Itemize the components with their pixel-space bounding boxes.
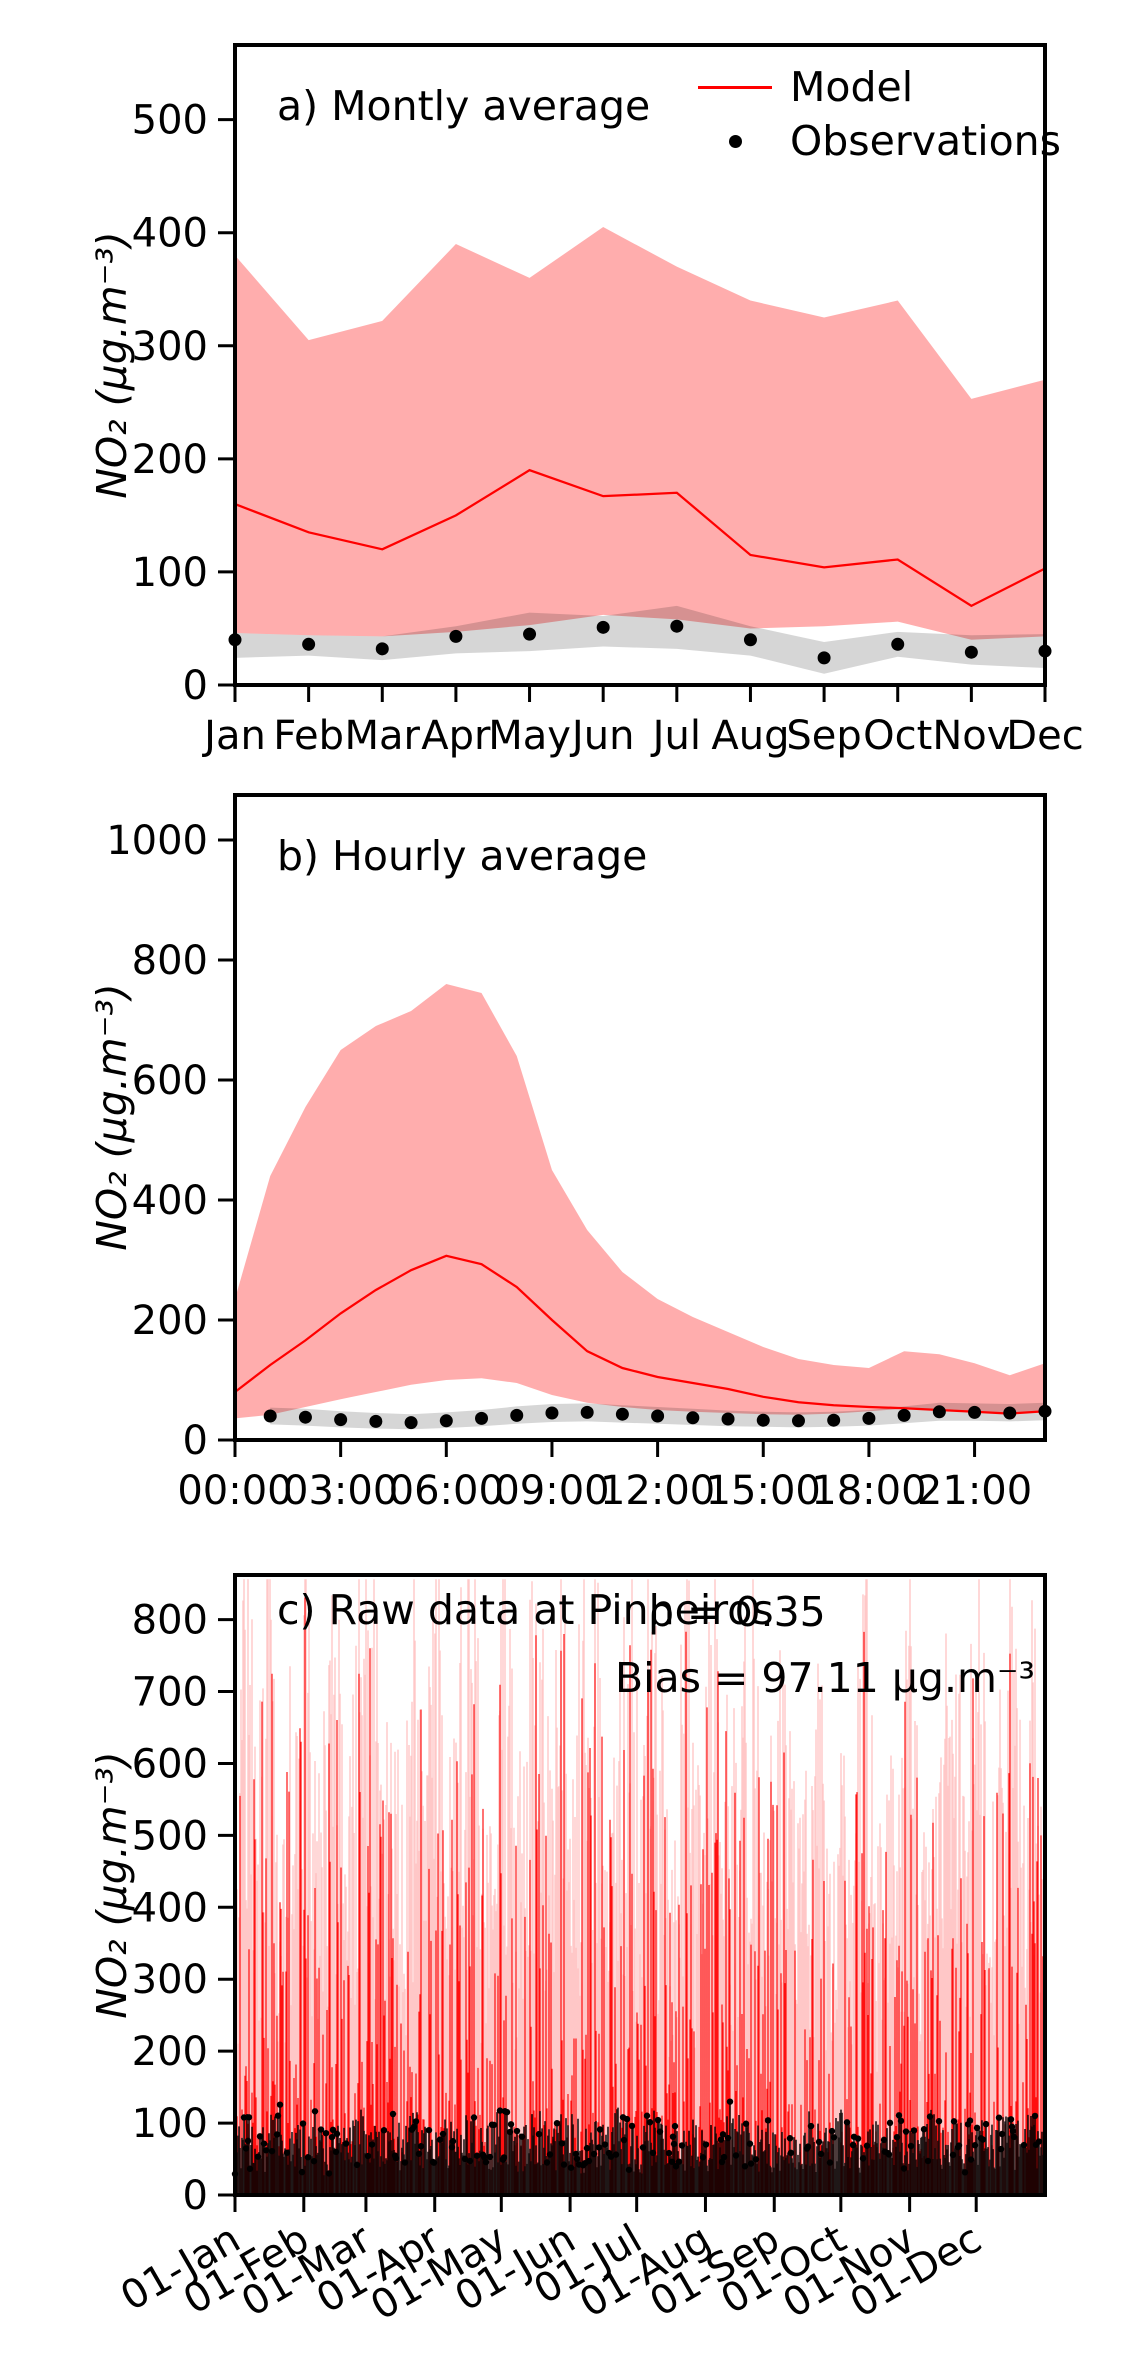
svg-text:300: 300 <box>132 1957 208 2003</box>
svg-text:700: 700 <box>132 1670 208 1716</box>
svg-text:0: 0 <box>183 2173 208 2219</box>
legend-observations-label: Observations <box>790 117 1062 165</box>
svg-text:600: 600 <box>132 1058 208 1104</box>
svg-text:Sep: Sep <box>786 713 861 759</box>
legend-row-model: Model <box>698 62 1061 112</box>
legend-row-observations: Observations <box>698 116 1061 166</box>
svg-text:Aug: Aug <box>711 713 789 759</box>
y-axis-label-hourly: NO₂ (µg.m⁻³) <box>88 983 136 1251</box>
svg-text:06:00: 06:00 <box>389 1468 504 1514</box>
model-line-icon <box>698 85 772 89</box>
bias-annotation: Bias = 97.11 µg.m⁻³ <box>615 1654 1035 1702</box>
svg-text:Jul: Jul <box>650 713 701 759</box>
svg-text:Oct: Oct <box>863 713 932 759</box>
svg-text:Jan: Jan <box>201 713 266 759</box>
svg-text:400: 400 <box>132 211 208 257</box>
panel-b-title: b) Hourly average <box>277 832 648 880</box>
panel-a-title: a) Montly average <box>277 82 651 130</box>
svg-text:03:00: 03:00 <box>283 1468 398 1514</box>
svg-text:600: 600 <box>132 1741 208 1787</box>
y-axis-label-raw: NO₂ (µg.m⁻³) <box>88 1751 136 2019</box>
svg-text:18:00: 18:00 <box>811 1468 926 1514</box>
svg-text:Apr: Apr <box>421 713 491 759</box>
svg-text:12:00: 12:00 <box>600 1468 715 1514</box>
observations-dot-sample-box <box>698 134 772 148</box>
svg-text:00:00: 00:00 <box>177 1468 292 1514</box>
svg-text:500: 500 <box>132 98 208 144</box>
svg-text:100: 100 <box>132 2101 208 2147</box>
svg-text:09:00: 09:00 <box>494 1468 609 1514</box>
svg-text:800: 800 <box>132 1598 208 1644</box>
svg-text:100: 100 <box>132 550 208 596</box>
svg-text:May: May <box>488 713 571 759</box>
svg-text:200: 200 <box>132 2029 208 2075</box>
svg-text:200: 200 <box>132 437 208 483</box>
svg-text:300: 300 <box>132 324 208 370</box>
y-axis-label-monthly: NO₂ (µg.m⁻³) <box>88 231 136 499</box>
observations-dot-icon <box>728 134 742 148</box>
svg-text:Nov: Nov <box>932 713 1010 759</box>
svg-text:1000: 1000 <box>106 818 208 864</box>
svg-text:800: 800 <box>132 938 208 984</box>
svg-text:Dec: Dec <box>1006 713 1083 759</box>
model-line-sample-box <box>698 85 772 89</box>
panel-c-title: c) Raw data at Pinheiros <box>277 1586 774 1634</box>
svg-text:0: 0 <box>183 1418 208 1464</box>
legend: Model Observations <box>698 62 1061 166</box>
svg-text:400: 400 <box>132 1178 208 1224</box>
correlation-annotation: ρ = 0.35 <box>648 1588 826 1636</box>
svg-text:Jun: Jun <box>569 713 635 759</box>
svg-text:21:00: 21:00 <box>917 1468 1032 1514</box>
svg-text:15:00: 15:00 <box>706 1468 821 1514</box>
legend-model-label: Model <box>790 63 914 111</box>
svg-text:0: 0 <box>183 663 208 709</box>
svg-text:500: 500 <box>132 1813 208 1859</box>
svg-text:Feb: Feb <box>273 713 344 759</box>
svg-text:Mar: Mar <box>345 713 421 759</box>
svg-text:400: 400 <box>132 1885 208 1931</box>
svg-text:200: 200 <box>132 1298 208 1344</box>
